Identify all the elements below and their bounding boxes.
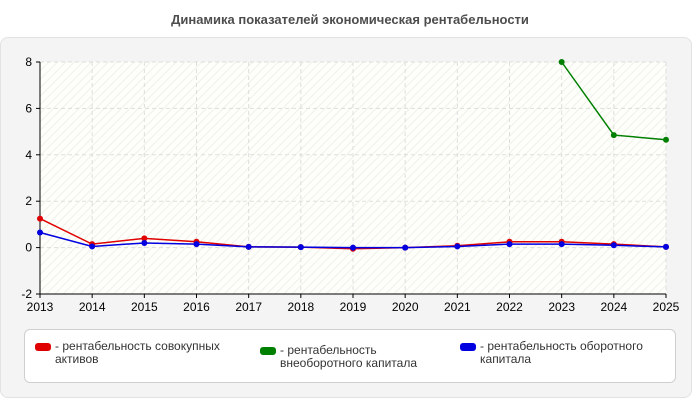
x-tick-label: 2023 [548, 300, 575, 314]
legend-item-noncurrent-capital: рентабельность внеоборотного капитала [260, 344, 450, 370]
legend-swatch-red [35, 343, 51, 351]
data-point-1 [610, 132, 617, 139]
data-point-2 [454, 243, 461, 250]
x-tick-label: 2016 [183, 300, 210, 314]
x-tick-label: 2015 [131, 300, 158, 314]
x-tick-label: 2018 [287, 300, 314, 314]
data-point-0 [141, 235, 148, 242]
legend: рентабельность совокупных активов рентаб… [24, 329, 676, 383]
data-point-2 [610, 242, 617, 249]
x-tick-label: 2017 [235, 300, 262, 314]
y-tick-labels: -2 0 2 4 6 8 [21, 55, 32, 301]
x-tick-label: 2025 [653, 300, 680, 314]
x-tick-label: 2013 [27, 300, 54, 314]
legend-label: рентабельность совокупных активов [55, 340, 230, 366]
data-point-2 [193, 241, 200, 248]
data-point-2 [297, 244, 304, 251]
y-tick-label: -2 [21, 287, 32, 301]
data-point-2 [245, 243, 252, 250]
series-lines [37, 59, 669, 252]
legend-swatch-blue [460, 343, 476, 351]
x-tick-label: 2021 [444, 300, 471, 314]
data-point-0 [37, 215, 43, 222]
data-point-2 [37, 229, 43, 236]
x-tick-label: 2024 [600, 300, 627, 314]
axes [36, 61, 667, 298]
legend-label: рентабельность оборотного капитала [480, 340, 670, 366]
data-point-2 [558, 241, 565, 248]
x-tick-label: 2019 [340, 300, 367, 314]
data-point-2 [402, 244, 409, 251]
chart-title: Динамика показателей экономическая рента… [171, 12, 529, 27]
data-point-2 [141, 239, 148, 246]
x-tick-label: 2020 [392, 300, 419, 314]
data-point-2 [350, 244, 356, 251]
x-tick-label: 2014 [79, 300, 106, 314]
data-point-1 [558, 59, 565, 65]
x-tick-label: 2022 [496, 300, 523, 314]
x-tick-labels: 2013 2014 2015 2016 2017 2018 2019 2020 2021 2022… [27, 300, 680, 314]
data-point-1 [663, 136, 669, 143]
y-tick-label: 4 [25, 148, 32, 162]
legend-item-working-capital: рентабельность оборотного капитала [460, 340, 670, 366]
legend-label: рентабельность внеоборотного капитала [280, 344, 450, 370]
y-tick-label: 6 [25, 101, 32, 115]
y-tick-label: 0 [25, 241, 32, 255]
y-tick-label: 8 [25, 55, 32, 69]
data-point-2 [663, 243, 669, 250]
legend-swatch-green [260, 347, 276, 355]
data-point-2 [506, 241, 513, 248]
legend-item-total-assets: рентабельность совокупных активов [35, 340, 230, 366]
y-tick-label: 2 [25, 194, 32, 208]
data-point-2 [89, 243, 96, 250]
